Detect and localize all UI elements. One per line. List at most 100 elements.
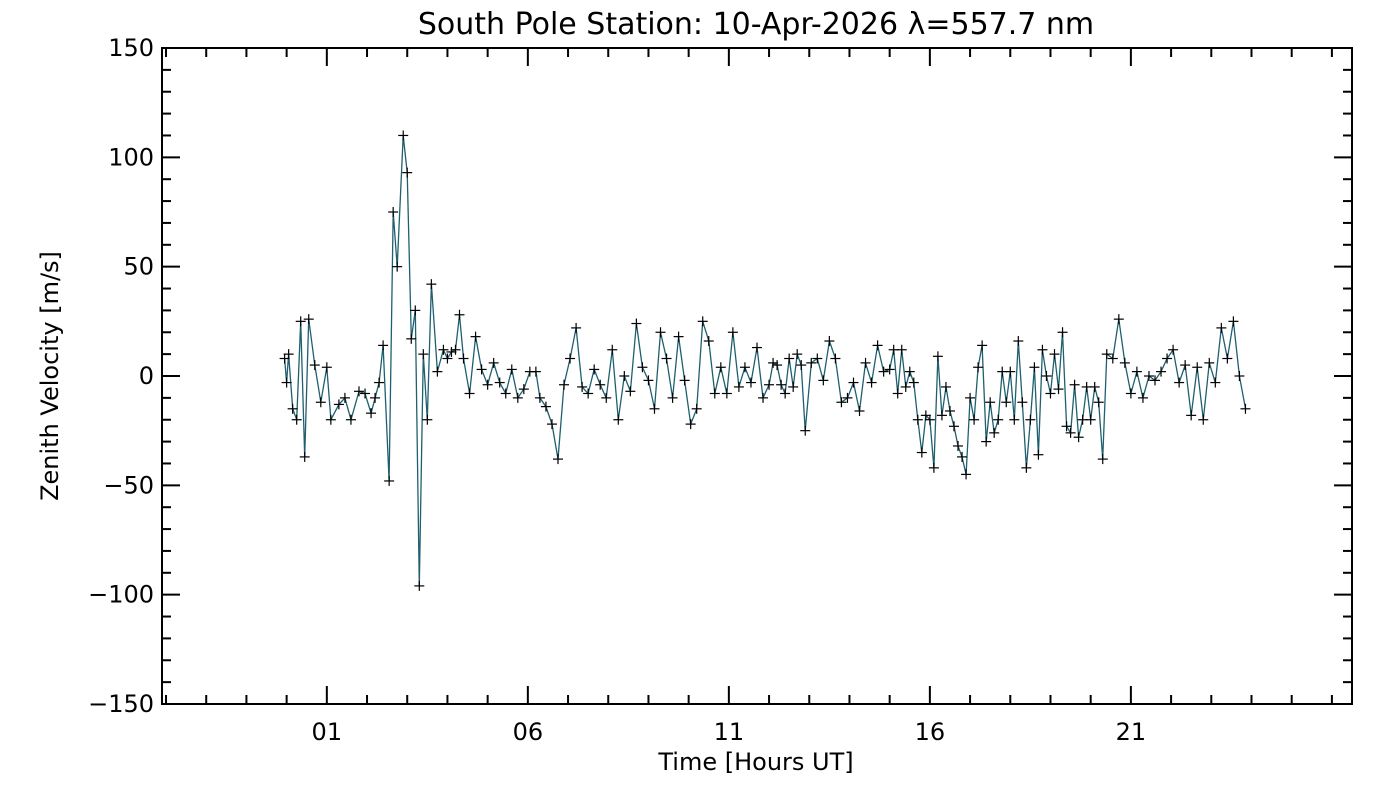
data-point <box>454 309 465 320</box>
data-point <box>1065 427 1076 438</box>
data-point <box>1089 381 1100 392</box>
data-point <box>601 392 612 403</box>
data-point <box>442 353 453 364</box>
data-point <box>464 388 475 399</box>
data-point <box>1210 377 1221 388</box>
data-point <box>900 381 911 392</box>
plot-frame <box>161 47 1353 705</box>
series-line <box>283 135 1247 586</box>
y-tick-label: 50 <box>123 253 154 281</box>
y-tick-label: −50 <box>103 471 154 499</box>
data-point <box>1097 454 1108 465</box>
data-point <box>583 388 594 399</box>
data-point <box>333 399 344 410</box>
data-point <box>1013 336 1024 347</box>
data-point <box>904 366 915 377</box>
data-point <box>944 405 955 416</box>
x-tick-label: 06 <box>513 718 544 746</box>
data-point <box>932 351 943 362</box>
data-point <box>916 447 927 458</box>
data-point <box>287 403 298 414</box>
data-point <box>961 469 972 480</box>
data-point <box>414 580 425 591</box>
data-point <box>924 414 935 425</box>
data-point <box>607 344 618 355</box>
data-point <box>772 360 783 371</box>
data-point <box>745 377 756 388</box>
data-point <box>721 388 732 399</box>
data-point <box>703 336 714 347</box>
data-point <box>619 371 630 381</box>
data-point <box>715 362 726 373</box>
data-point <box>406 333 417 344</box>
data-point <box>345 414 356 425</box>
data-point <box>494 377 505 388</box>
data-point <box>571 322 582 333</box>
x-tick-label: 11 <box>714 718 745 746</box>
data-point <box>1085 414 1096 425</box>
data-point <box>872 340 883 351</box>
data-point <box>565 353 576 364</box>
data-point <box>512 392 523 403</box>
data-point <box>299 451 310 462</box>
data-point <box>613 414 624 425</box>
data-point <box>1162 353 1173 364</box>
data-point <box>432 366 443 377</box>
data-point <box>398 130 409 141</box>
data-point <box>824 336 835 347</box>
y-tick-label: −150 <box>88 690 154 718</box>
data-point <box>1156 366 1167 377</box>
data-point <box>309 360 320 371</box>
data-point <box>1131 366 1142 377</box>
data-point <box>325 414 336 425</box>
data-point <box>321 362 332 373</box>
data-point <box>866 377 877 388</box>
series-layer <box>279 130 1251 591</box>
data-point <box>953 440 964 451</box>
data-point <box>1168 344 1179 355</box>
data-point <box>969 414 980 425</box>
data-point <box>1069 379 1080 390</box>
x-tick-label: 01 <box>312 718 343 746</box>
data-point <box>1005 366 1016 377</box>
data-point <box>727 327 738 338</box>
y-axis: −150 −100 −50 0 50 100 150 <box>88 34 1352 718</box>
data-point <box>989 427 1000 438</box>
data-point <box>339 392 350 403</box>
data-point <box>973 362 984 373</box>
data-point <box>1180 360 1191 371</box>
x-tick-label: 21 <box>1116 718 1147 746</box>
data-point <box>1192 362 1203 373</box>
data-point <box>470 331 481 342</box>
data-point <box>673 331 684 342</box>
data-point <box>981 436 992 447</box>
data-point <box>892 388 903 399</box>
data-point <box>1025 414 1036 425</box>
data-point <box>800 425 811 436</box>
data-point <box>388 207 399 217</box>
data-point <box>488 357 499 368</box>
data-point <box>426 279 437 290</box>
data-point <box>1009 414 1020 425</box>
data-point <box>928 462 939 473</box>
data-point <box>637 362 648 373</box>
data-point <box>1125 388 1136 399</box>
data-point <box>1234 371 1245 381</box>
data-point <box>1017 397 1028 408</box>
data-point <box>1113 314 1124 325</box>
y-axis-label: Zenith Velocity [m/s] <box>36 251 64 501</box>
data-point <box>884 364 895 375</box>
data-point <box>518 384 529 395</box>
data-point <box>540 401 551 412</box>
data-point <box>679 375 690 386</box>
data-point <box>506 364 517 375</box>
data-point <box>792 349 803 360</box>
data-point <box>948 421 959 432</box>
data-point <box>1186 410 1197 421</box>
data-point <box>848 377 859 388</box>
data-point <box>1216 322 1227 333</box>
data-point <box>908 377 919 388</box>
y-tick-label: −100 <box>88 581 154 609</box>
y-tick-label: 0 <box>139 362 154 390</box>
data-point <box>402 167 413 178</box>
